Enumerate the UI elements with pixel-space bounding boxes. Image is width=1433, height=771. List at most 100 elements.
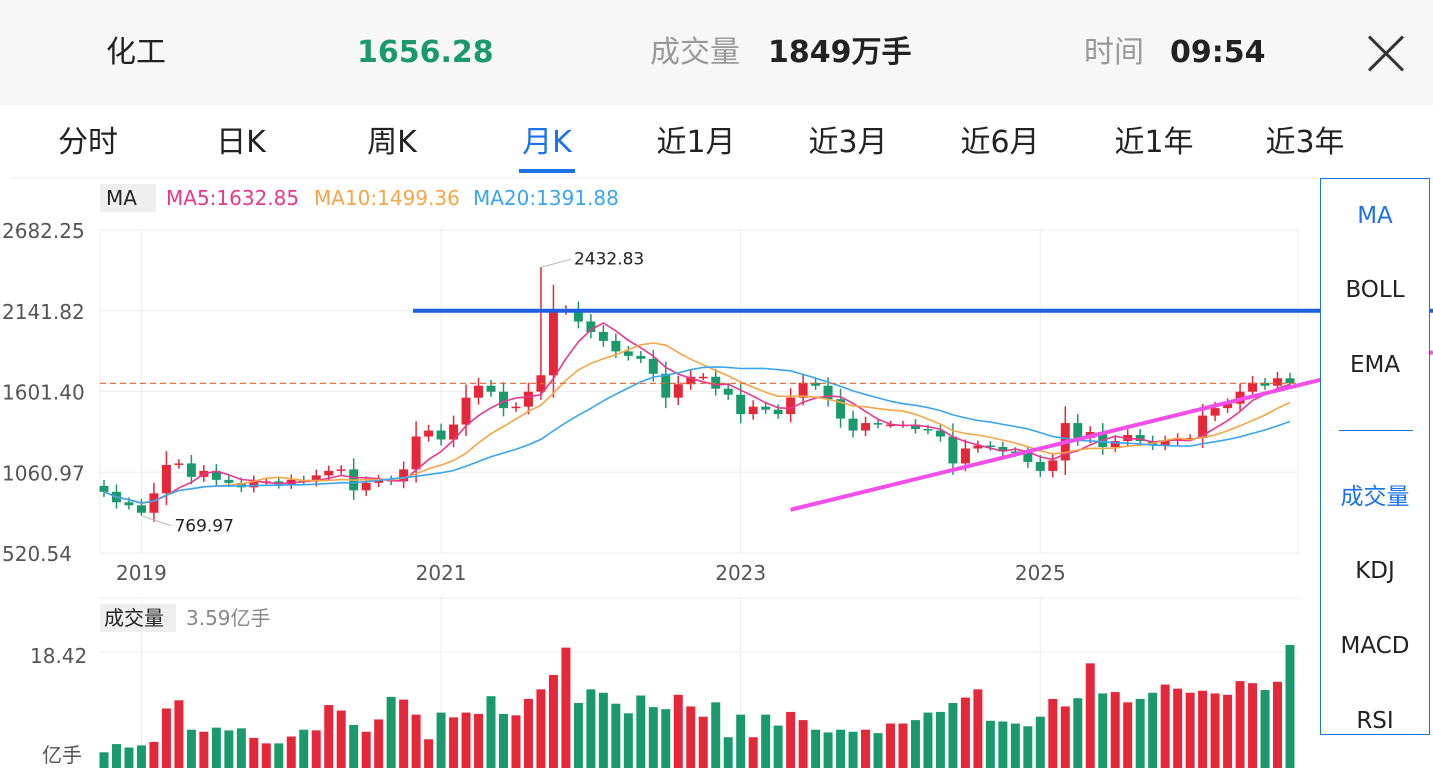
volume-bar: [623, 713, 633, 768]
candle: [923, 429, 933, 431]
y-tick-label: 520.54: [2, 542, 72, 566]
candle: [873, 423, 883, 425]
candle: [661, 373, 671, 398]
candle: [486, 385, 496, 392]
ma10-line: [103, 342, 1291, 504]
candle: [1135, 435, 1145, 442]
candle: [1110, 441, 1120, 447]
candle: [948, 436, 958, 464]
low-annotation-leader: [141, 515, 172, 527]
volume-bar: [985, 720, 995, 768]
volume-max-tick: 18.42: [30, 644, 87, 668]
candle: [748, 406, 758, 415]
volume-bar: [1210, 693, 1220, 768]
candle: [998, 446, 1008, 452]
volume-bar: [99, 752, 109, 768]
volume-label: 成交量: [650, 35, 740, 70]
period-tabs: 分时 日K 周K 月K 近1月 近3月 近6月 近1年 近3年: [0, 105, 1433, 175]
volume-title: 成交量: [104, 606, 164, 630]
candle: [786, 397, 796, 415]
volume-bar: [673, 694, 683, 768]
tab-day-k[interactable]: 日K: [216, 125, 266, 160]
candle: [461, 397, 471, 425]
indicator-panel: MA BOLL EMA 成交量 KDJ MACD RSI: [1320, 178, 1430, 735]
volume-bar: [786, 711, 796, 768]
ma10-legend: MA10:1499.36: [314, 186, 460, 210]
volume-bar: [286, 736, 296, 768]
volume-bar: [711, 702, 721, 768]
candle: [511, 406, 521, 409]
volume-bar: [436, 712, 446, 768]
candle: [636, 355, 646, 359]
volume-bar: [374, 719, 384, 768]
candle: [523, 391, 533, 407]
tab-1-year[interactable]: 近1年: [1114, 125, 1194, 160]
panel-rsi[interactable]: RSI: [1356, 708, 1394, 734]
candle: [823, 385, 833, 400]
tab-3-months[interactable]: 近3月: [808, 125, 888, 160]
panel-ma[interactable]: MA: [1357, 203, 1393, 229]
ma5-legend: MA5:1632.85: [166, 186, 299, 210]
candle: [474, 385, 484, 398]
panel-volume[interactable]: 成交量: [1340, 484, 1410, 510]
volume-bar: [1285, 644, 1295, 768]
candle: [573, 309, 583, 322]
volume-bar: [1135, 698, 1145, 768]
candle: [598, 331, 608, 341]
panel-kdj[interactable]: KDJ: [1355, 558, 1395, 584]
candle: [1048, 460, 1058, 471]
volume-bar: [174, 700, 184, 768]
volume-bar: [411, 714, 421, 768]
tab-month-k[interactable]: 月K: [477, 115, 617, 173]
volume-bar: [748, 737, 758, 768]
volume-bar: [1160, 684, 1170, 768]
volume-bar: [1248, 683, 1258, 768]
candle: [99, 485, 109, 492]
candle: [236, 482, 246, 488]
candle: [673, 384, 683, 398]
panel-macd[interactable]: MACD: [1340, 633, 1410, 659]
volume-bar: [1060, 706, 1070, 768]
volume-bar: [1173, 688, 1183, 768]
volume-bar: [224, 730, 234, 768]
volume-bar: [736, 714, 746, 768]
candle: [611, 340, 621, 352]
volume-bar: [1223, 694, 1233, 768]
candle: [311, 475, 321, 482]
tab-3-years[interactable]: 近3年: [1265, 125, 1345, 160]
candle: [1285, 378, 1295, 384]
y-tick-label: 2682.25: [2, 219, 85, 243]
panel-divider: [1339, 430, 1413, 431]
volume-bar: [124, 747, 134, 768]
candle: [973, 445, 983, 449]
volume-bar: [886, 723, 895, 768]
volume-bar: [910, 720, 920, 768]
volume-bar: [973, 689, 983, 768]
volume-bar: [686, 706, 696, 768]
volume-bar: [1110, 692, 1120, 768]
volume-bar: [636, 695, 646, 768]
candle: [623, 351, 633, 356]
tab-week-k[interactable]: 周K: [367, 125, 417, 160]
candle: [910, 424, 920, 430]
candle: [161, 464, 171, 494]
panel-boll[interactable]: BOLL: [1345, 277, 1405, 303]
tab-1-month[interactable]: 近1月: [656, 125, 736, 160]
volume-value-label: 3.59亿手: [186, 606, 271, 630]
volume-bar: [1273, 681, 1283, 768]
volume-bar: [873, 733, 883, 768]
volume-bar: [861, 729, 871, 768]
volume-bar: [399, 699, 409, 768]
volume-bar: [349, 724, 359, 768]
candle: [361, 482, 371, 491]
x-tick-label: 2023: [715, 561, 766, 585]
tab-fenshi[interactable]: 分时: [58, 125, 118, 160]
volume-bar: [848, 731, 858, 768]
volume-bar: [1198, 690, 1208, 768]
tab-6-months[interactable]: 近6月: [960, 125, 1040, 160]
volume-bar: [236, 728, 246, 768]
time-value: 09:54: [1170, 35, 1266, 70]
candle: [1023, 452, 1033, 462]
panel-ema[interactable]: EMA: [1349, 352, 1401, 378]
ma5-line: [103, 322, 1291, 504]
